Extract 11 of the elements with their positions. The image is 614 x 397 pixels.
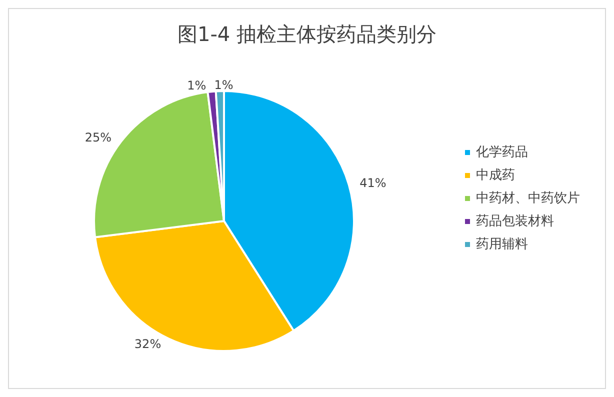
data-label: 25% (84, 130, 112, 145)
data-label: 41% (360, 176, 386, 190)
data-label: 1% (187, 78, 206, 93)
chart-title: 图1-4 抽检主体按药品类别分 (177, 22, 437, 46)
legend-label: 药用辅料 (476, 237, 528, 252)
legend-label: 药品包装材料 (476, 214, 554, 229)
legend-label: 中成药 (476, 168, 515, 183)
legend-label: 中药材、中药饮片 (476, 191, 580, 206)
data-label: 32% (134, 337, 162, 352)
legend-label: 化学药品 (476, 145, 528, 160)
data-label: 1% (214, 78, 234, 92)
